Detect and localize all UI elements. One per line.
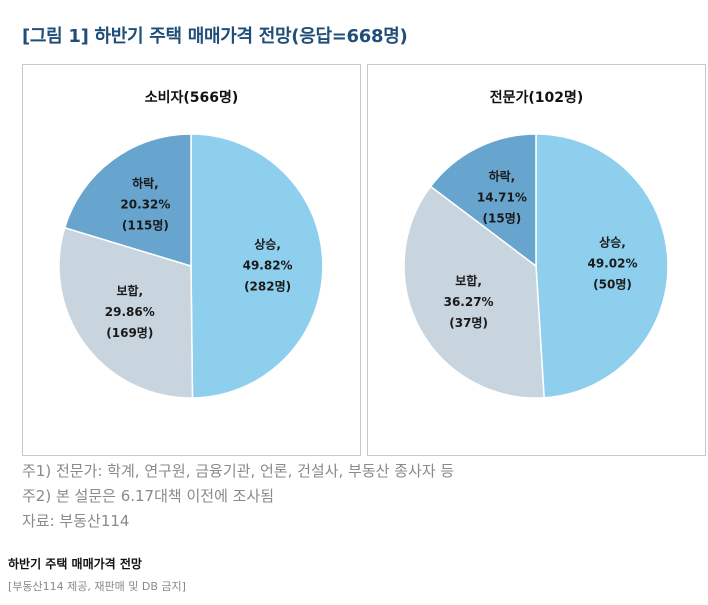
- expert-slice-rise: [535, 133, 669, 399]
- expert-label-fall-line-2: 14.71%: [477, 191, 527, 205]
- expert-label-rise-line-2: 49.02%: [588, 257, 638, 271]
- figure-title: [그림 1] 하반기 주택 매매가격 전망(응답=668명): [22, 26, 408, 47]
- expert-slice-flat: [403, 185, 545, 399]
- consumer-chart-title: 소비자(566명): [144, 90, 239, 106]
- expert-label-rise: 상승, 49.02% (50명): [588, 235, 638, 292]
- consumer-label-flat: 보합, 29.86% (169명): [105, 283, 155, 340]
- expert-label-fall: 하락, 14.71% (15명): [477, 169, 527, 226]
- expert-chart-panel: 전문가(102명) 상승, 49.02% (50명) 보합, 36.27% (37명) 하락…: [367, 64, 706, 456]
- consumer-slice-rise: [190, 133, 324, 399]
- consumer-label-flat-line-1: 보합,: [116, 283, 143, 298]
- consumer-label-fall-line-3: (115명): [122, 219, 169, 233]
- source-note: 자료: 부동산114: [22, 512, 130, 530]
- expert-label-fall-line-3: (15명): [483, 212, 522, 226]
- note-1: 주1) 전문가: 학계, 연구원, 금융기관, 언론, 건설사, 부동산 종사자…: [22, 462, 455, 480]
- note-2: 주2) 본 설문은 6.17대책 이전에 조사됨: [22, 487, 275, 505]
- expert-label-fall-line-1: 하락,: [489, 169, 516, 184]
- photo-credit: [부동산114 제공, 재판매 및 DB 금지]: [8, 580, 186, 593]
- consumer-label-flat-line-2: 29.86%: [105, 305, 155, 319]
- consumer-label-rise: 상승, 49.82% (282명): [243, 237, 293, 294]
- consumer-pie-chart: 상승, 49.82% (282명) 보합, 29.86% (169명) 하락, 20.32% (…: [58, 133, 324, 399]
- expert-label-rise-line-1: 상승,: [599, 235, 626, 250]
- consumer-label-fall: 하락, 20.32% (115명): [120, 176, 170, 233]
- consumer-label-rise-line-2: 49.82%: [243, 259, 293, 273]
- expert-label-flat: 보합, 36.27% (37명): [444, 273, 494, 330]
- consumer-label-rise-line-1: 상승,: [254, 237, 281, 252]
- expert-chart-title: 전문가(102명): [489, 90, 584, 106]
- expert-label-flat-line-1: 보합,: [455, 273, 482, 288]
- consumer-label-fall-line-2: 20.32%: [120, 198, 170, 212]
- chart-notes: 주1) 전문가: 학계, 연구원, 금융기관, 언론, 건설사, 부동산 종사자…: [22, 459, 454, 534]
- expert-label-flat-line-3: (37명): [449, 316, 488, 330]
- consumer-slice-flat: [58, 226, 194, 399]
- expert-label-rise-line-3: (50명): [593, 278, 632, 292]
- consumer-chart-panel: 소비자(566명) 상승, 49.82% (282명) 보합, 29.86% (169명)…: [22, 64, 361, 456]
- expert-label-flat-line-2: 36.27%: [444, 295, 494, 309]
- consumer-label-rise-line-3: (282명): [244, 280, 291, 294]
- consumer-label-flat-line-3: (169명): [106, 326, 153, 340]
- expert-slice-fall: [429, 133, 537, 268]
- expert-pie-chart: 상승, 49.02% (50명) 보합, 36.27% (37명) 하락, 14.71% (15…: [403, 133, 669, 399]
- consumer-label-fall-line-1: 하락,: [132, 176, 159, 191]
- consumer-slice-fall: [63, 133, 192, 268]
- photo-caption: 하반기 주택 매매가격 전망: [8, 557, 142, 571]
